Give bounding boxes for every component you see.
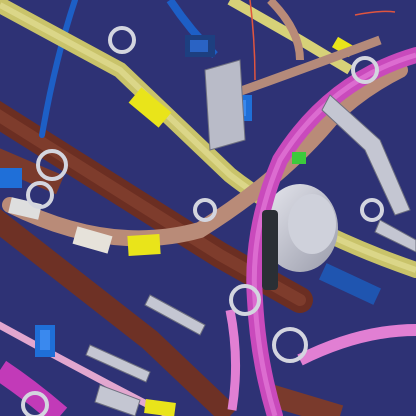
- bracket[interactable]: [144, 294, 206, 336]
- dark-sleeve: [262, 210, 278, 290]
- bracket[interactable]: [94, 384, 141, 416]
- white-tape-band: [72, 226, 113, 254]
- red-wire: [354, 10, 396, 16]
- pink-cable[interactable]: [297, 324, 416, 366]
- bracket[interactable]: [374, 219, 416, 253]
- bracket[interactable]: [85, 344, 151, 383]
- beige-cable[interactable]: [267, 0, 304, 61]
- copper-pipe[interactable]: [266, 384, 344, 416]
- copper-pipe[interactable]: [0, 208, 238, 416]
- red-wire: [249, 0, 256, 81]
- yellow-tape-band: [128, 87, 172, 128]
- green-marker: [292, 152, 306, 164]
- yellow-tape-band: [127, 234, 161, 256]
- yellow-tape-band: [144, 399, 176, 416]
- p-clip[interactable]: [21, 26, 384, 416]
- blue-cable[interactable]: [39, 0, 78, 138]
- bracket[interactable]: [204, 59, 246, 151]
- beige-cable[interactable]: [228, 35, 382, 100]
- bracket[interactable]: [321, 94, 411, 216]
- drum-face: [288, 194, 336, 254]
- blue-connector[interactable]: [35, 325, 55, 357]
- blue-connector[interactable]: [0, 168, 22, 188]
- blue-connector[interactable]: [185, 35, 215, 57]
- white-tape-band: [8, 197, 42, 220]
- blue-connector[interactable]: [319, 263, 381, 305]
- pink-cable[interactable]: [225, 309, 241, 411]
- magenta-cable[interactable]: [0, 360, 68, 416]
